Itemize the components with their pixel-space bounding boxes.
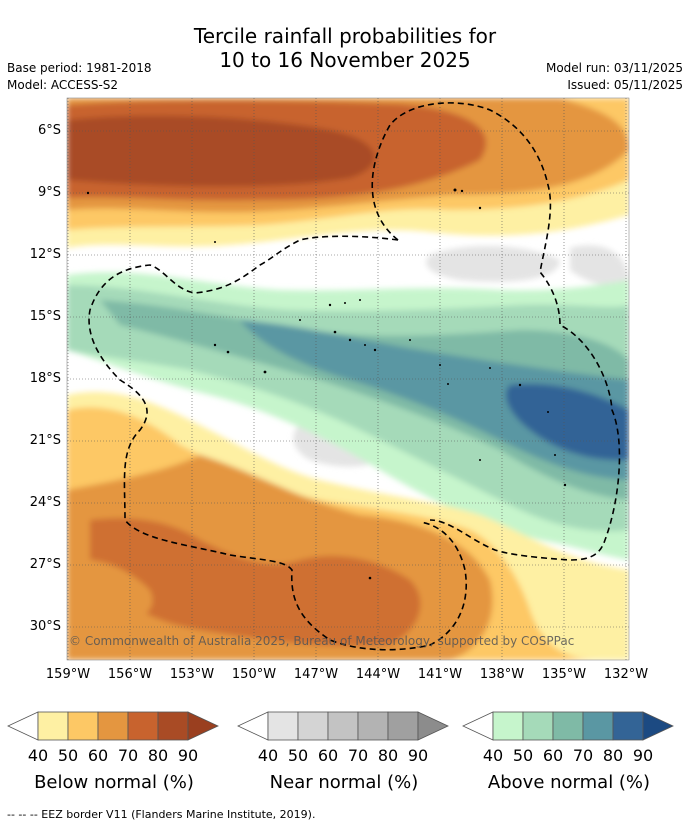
tick: 70 [572,746,594,765]
tick: 90 [407,746,429,765]
islands [86,188,567,580]
probability-map [66,97,630,661]
colorbar-arrow-high [417,711,449,741]
map-title: Tercile rainfall probabilities for 10 to… [0,24,690,72]
tick: 70 [117,746,139,765]
model-run: Model run: 03/11/2025 [545,61,683,75]
lat-label: 12°S [29,247,61,262]
colorbar-segment [97,711,129,741]
colorbar-segment [357,711,389,741]
map-fill [67,98,629,660]
tick: 60 [317,746,339,765]
colorbar-arrow-high [187,711,219,741]
lon-label: 153°W [169,667,215,682]
lon-label: 150°W [231,667,277,682]
lon-label: 135°W [541,667,587,682]
tick: 90 [177,746,199,765]
colorbar-segment [327,711,359,741]
meta-right: Model run: 03/11/2025 Issued: 05/11/2025 [546,60,683,94]
lon-label: 144°W [355,667,401,682]
colorbar-segment [297,711,329,741]
lat-label: 27°S [29,557,61,572]
lon-label: 141°W [417,667,463,682]
tick: 80 [602,746,624,765]
colorbar-near-title: Near normal (%) [269,772,419,793]
lat-label: 15°S [29,309,61,324]
colorbar-segment [127,711,159,741]
meta-left: Base period: 1981-2018 Model: ACCESS-S2 [7,60,152,94]
lon-label: 147°W [293,667,339,682]
lat-label: 18°S [29,371,61,386]
tick: 80 [147,746,169,765]
lat-label: 9°S [37,185,61,200]
colorbar-arrow-high [642,711,674,741]
eez-border [88,102,621,651]
title-line-2: 10 to 16 November 2025 [219,48,471,72]
colorbar-segment [582,711,614,741]
tick: 80 [377,746,399,765]
colorbar-below-title: Below normal (%) [34,772,194,793]
tick: 40 [257,746,279,765]
tick: 90 [632,746,654,765]
colorbar-arrow-low [7,711,39,741]
copyright-text: © Commonwealth of Australia 2025, Bureau… [69,634,575,648]
colorbar-near [236,710,452,742]
lon-label: 156°W [107,667,153,682]
tick: 60 [542,746,564,765]
title-line-1: Tercile rainfall probabilities for [193,24,497,48]
colorbar-below [6,710,222,742]
base-period: Base period: 1981-2018 [7,61,152,75]
colorbar-segment [552,711,584,741]
colorbar-segment [157,711,189,741]
lon-label: 138°W [479,667,525,682]
tick: 50 [287,746,309,765]
colorbar-above [461,710,677,742]
tick: 40 [482,746,504,765]
eez-footnote: -- -- -- EEZ border V11 (Flanders Marine… [7,808,316,821]
lat-label: 24°S [29,495,61,510]
colorbar-segment [612,711,644,741]
tick: 50 [512,746,534,765]
tick: 50 [57,746,79,765]
tick: 40 [27,746,49,765]
colorbar-segment [37,711,69,741]
lon-label: 159°W [45,667,91,682]
colorbar-segment [267,711,299,741]
colorbar-segment [387,711,419,741]
tick: 70 [347,746,369,765]
lat-label: 21°S [29,433,61,448]
colorbar-segment [492,711,524,741]
colorbar-segment [522,711,554,741]
colorbar-segment [67,711,99,741]
colorbar-arrow-low [237,711,269,741]
lon-label: 132°W [603,667,649,682]
issued-date: Issued: 05/11/2025 [567,78,683,92]
tick: 60 [87,746,109,765]
model-name: Model: ACCESS-S2 [7,78,119,92]
lat-label: 6°S [37,123,61,138]
colorbar-above-title: Above normal (%) [487,772,651,793]
colorbar-arrow-low [462,711,494,741]
lat-label: 30°S [29,619,61,634]
